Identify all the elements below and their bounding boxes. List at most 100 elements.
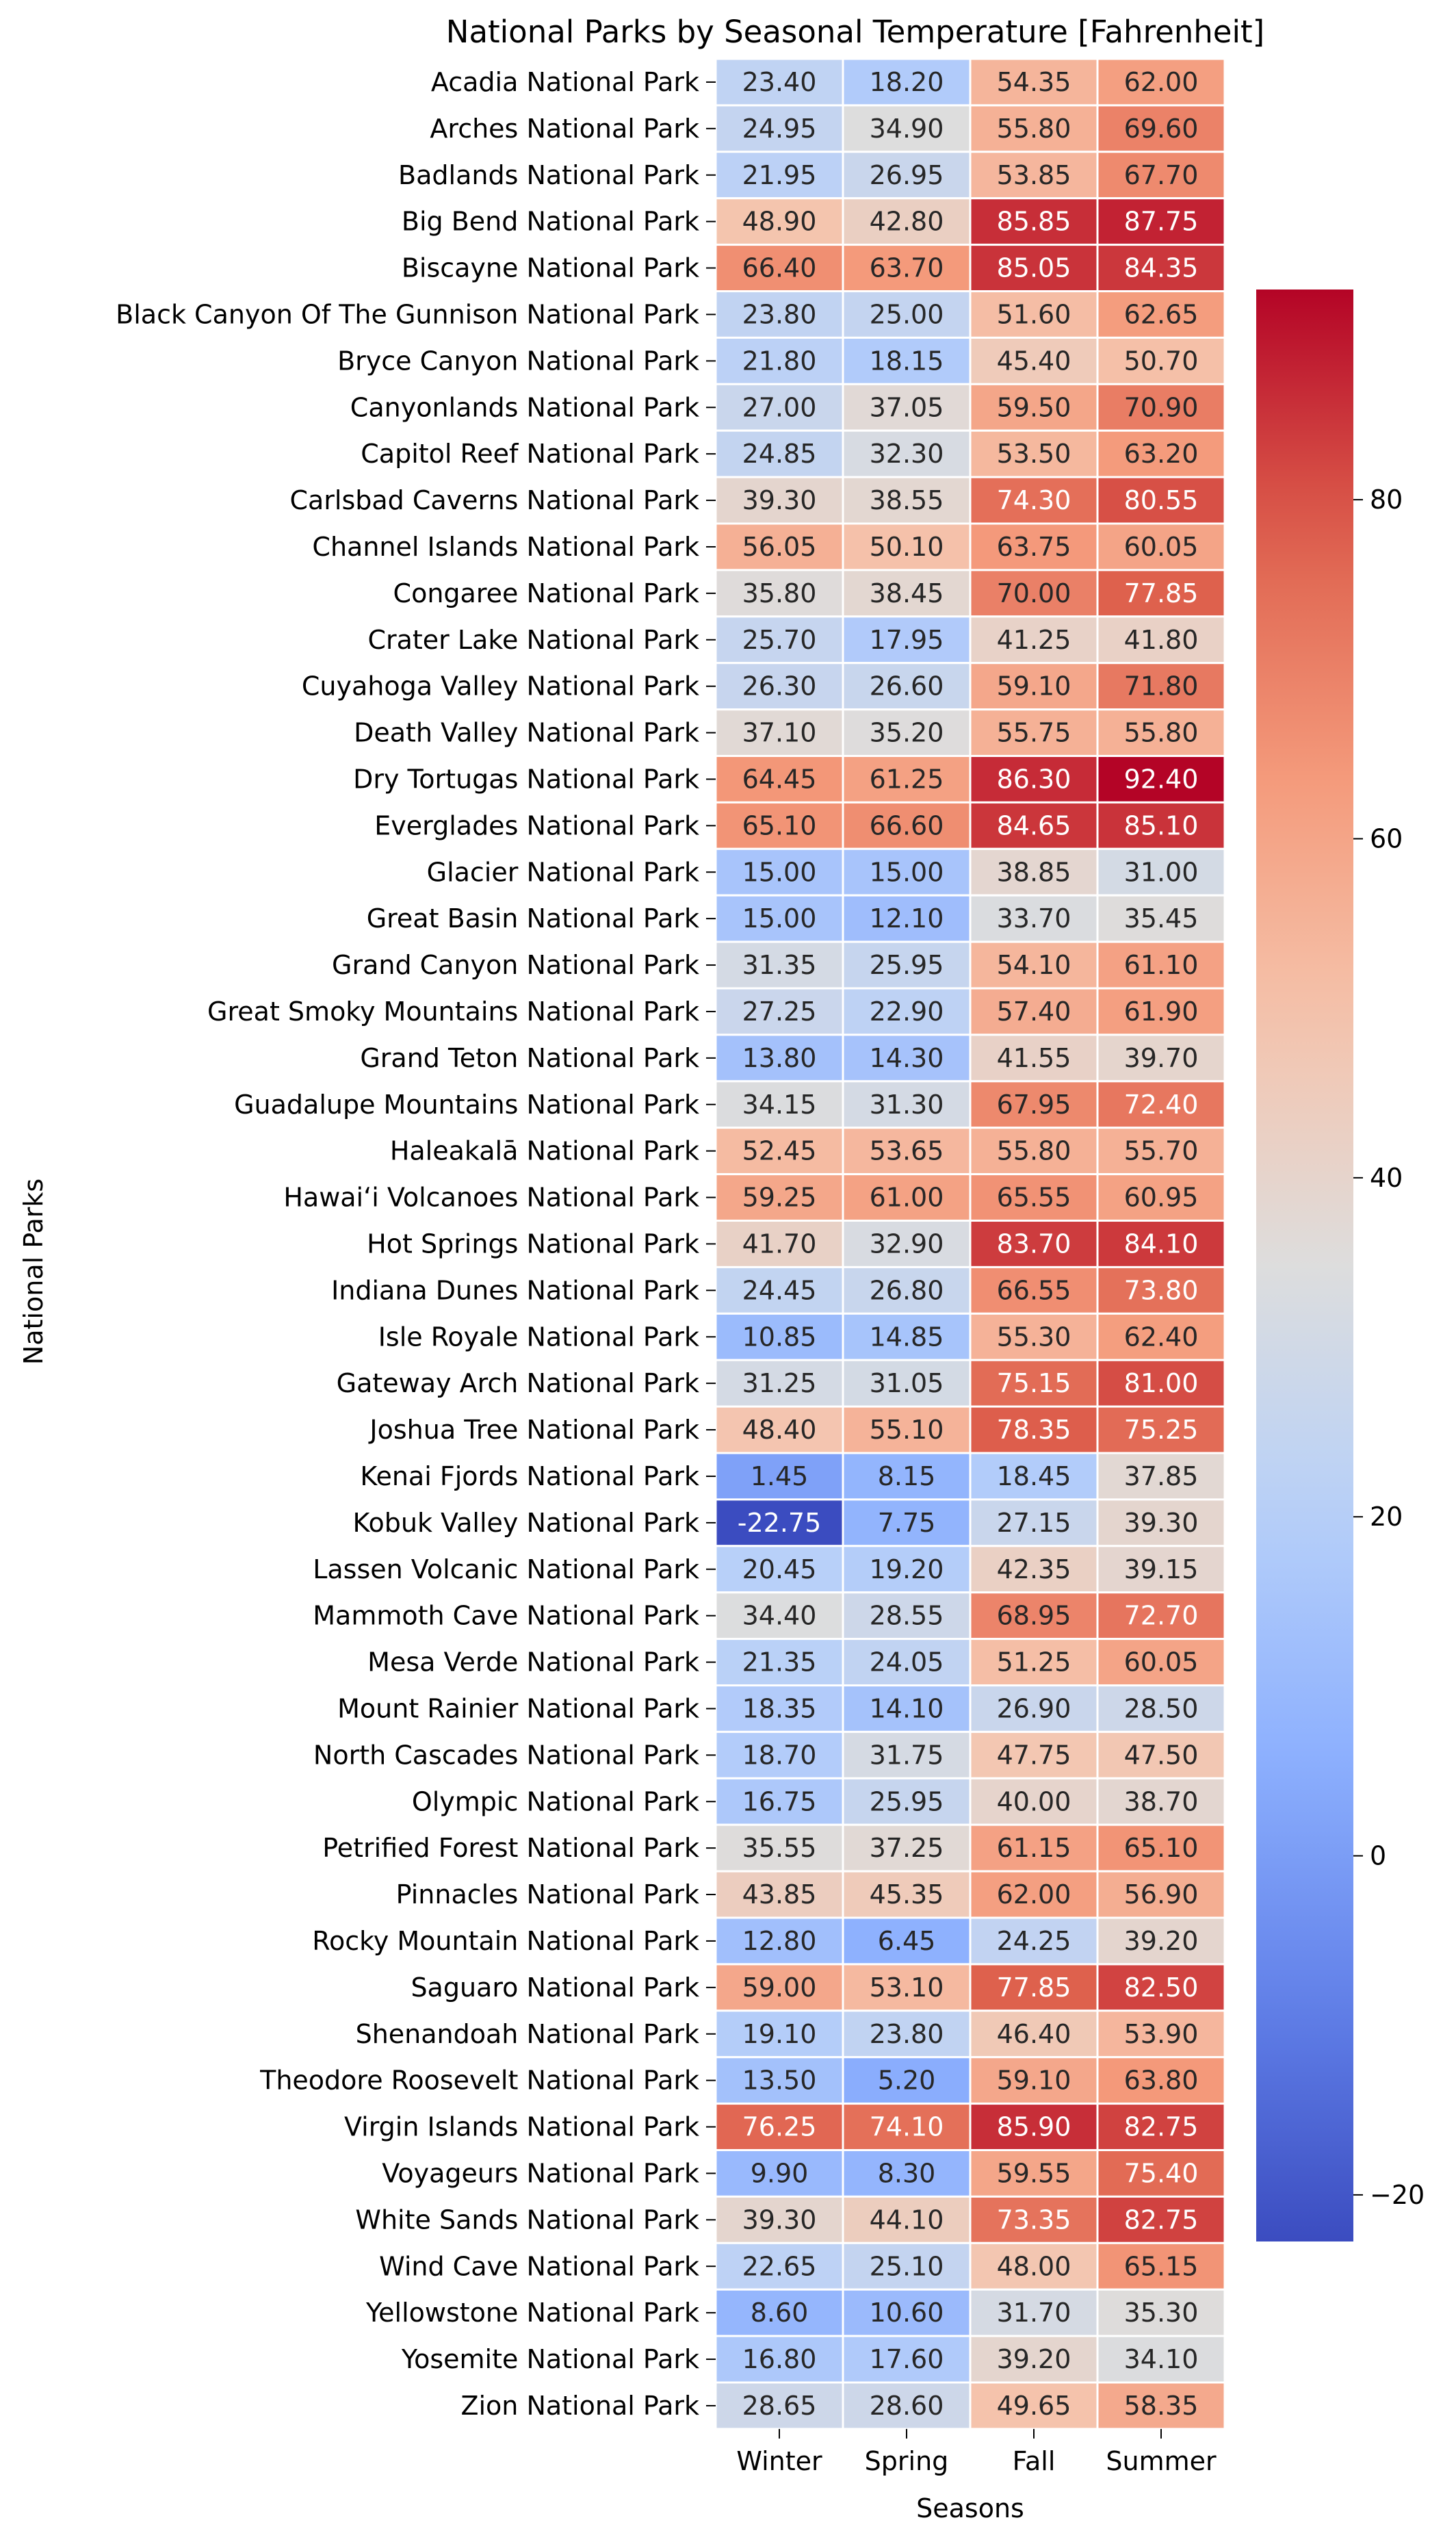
heatmap-cell [714, 755, 844, 804]
cell-value-label: 60.05 [1124, 532, 1199, 562]
heatmap-cell [714, 476, 844, 525]
heatmap-cell [969, 1080, 1099, 1129]
heatmap-cell [1096, 1127, 1226, 1176]
row-label: Everglades National Park [374, 810, 699, 840]
colorbar: −20 0 20 40 60 80 [1256, 290, 1425, 2241]
colorbar-gradient [1256, 290, 1353, 2241]
heatmap-cell [1096, 57, 1226, 107]
cell-value-label: 81.00 [1124, 1368, 1199, 1398]
heatmap-cell [1096, 1684, 1226, 1733]
heatmap-cell [1096, 1405, 1226, 1454]
cell-value-label: 24.05 [870, 1647, 944, 1678]
cell-value-label: 70.00 [997, 578, 1071, 608]
heatmap-cell [1096, 1823, 1226, 1873]
cell-value-label: 55.80 [1124, 718, 1199, 748]
heatmap-cell [969, 1452, 1099, 1501]
cell-value-label: 34.90 [870, 114, 944, 144]
cell-value-label: 84.35 [1124, 253, 1199, 283]
cell-value-label: 16.75 [742, 1786, 817, 1816]
row-label: Channel Islands National Park [312, 532, 699, 562]
row-label: Mesa Verde National Park [367, 1647, 699, 1678]
cell-value-label: 62.00 [1124, 67, 1199, 97]
cell-value-label: 40.00 [997, 1786, 1071, 1816]
heatmap-cell [1096, 2056, 1226, 2105]
heatmap-cell [714, 1777, 844, 1826]
cell-value-label: 53.90 [1124, 2019, 1199, 2049]
cell-value-label: 47.50 [1124, 1740, 1199, 1770]
colorbar-tick-label: 80 [1370, 485, 1403, 515]
cell-value-label: 27.25 [742, 997, 817, 1027]
cell-value-label: 35.80 [742, 578, 817, 608]
cell-value-label: 63.70 [870, 253, 944, 283]
cell-value-label: 39.30 [742, 485, 817, 515]
cell-value-label: 26.80 [870, 1275, 944, 1305]
cell-value-label: 31.75 [870, 1740, 944, 1770]
cell-value-label: 44.10 [870, 2205, 944, 2235]
cell-value-label: 75.25 [1124, 1415, 1199, 1445]
cell-value-label: 65.15 [1124, 2251, 1199, 2281]
heatmap-cell [842, 1916, 972, 1966]
heatmap-cell [969, 2103, 1099, 2152]
heatmap-cell [969, 1498, 1099, 1547]
heatmap-cell [714, 569, 844, 618]
heatmap-cell [842, 1498, 972, 1547]
cell-value-label: 50.70 [1124, 346, 1199, 376]
cell-value-label: 21.35 [742, 1647, 817, 1678]
column-label: Spring [865, 2446, 949, 2476]
cell-value-label: 34.15 [742, 1090, 817, 1120]
heatmap-cell [969, 1684, 1099, 1733]
row-label: Pinnacles National Park [396, 1879, 699, 1910]
heatmap-cell [969, 708, 1099, 757]
row-label: Haleakalā National Park [390, 1136, 699, 1166]
cell-value-label: 84.65 [997, 810, 1071, 840]
cell-value-label: 37.85 [1124, 1461, 1199, 1491]
heatmap-cell [842, 2288, 972, 2337]
heatmap-cell [969, 1220, 1099, 1268]
cell-value-label: 32.90 [870, 1229, 944, 1259]
row-label: Virgin Islands National Park [344, 2112, 699, 2142]
cell-value-label: 9.90 [751, 2158, 809, 2188]
heatmap-cell [842, 1591, 972, 1641]
cell-value-label: 43.85 [742, 1879, 817, 1910]
heatmap-cell [842, 1777, 972, 1826]
cell-value-label: 31.70 [997, 2298, 1071, 2328]
heatmap-cell [969, 383, 1099, 432]
heatmap-cell [1096, 2103, 1226, 2152]
heatmap-cell [842, 987, 972, 1036]
heatmap-cell [842, 1452, 972, 1501]
cell-value-label: 22.90 [870, 997, 944, 1027]
cell-value-label: 45.40 [997, 346, 1071, 376]
cell-value-label: 31.35 [742, 950, 817, 980]
cell-value-label: 74.30 [997, 485, 1071, 515]
cell-value-label: 53.50 [997, 439, 1071, 469]
heatmap-cell [1096, 1963, 1226, 2012]
column-label: Summer [1106, 2446, 1217, 2476]
cell-value-label: 82.75 [1124, 2112, 1199, 2142]
cell-value-label: 67.95 [997, 1090, 1071, 1120]
cell-value-label: 8.30 [878, 2158, 936, 2188]
cell-value-label: 41.80 [1124, 625, 1199, 655]
heatmap-cell [714, 1730, 844, 1779]
cell-value-label: 63.75 [997, 532, 1071, 562]
row-label: Canyonlands National Park [350, 392, 699, 422]
heatmap-cell [714, 1916, 844, 1966]
cell-value-label: 54.35 [997, 67, 1071, 97]
row-label: Voyageurs National Park [382, 2158, 699, 2188]
cell-value-label: 69.60 [1124, 114, 1199, 144]
heatmap-cell [1096, 801, 1226, 850]
heatmap-cell [969, 2288, 1099, 2337]
row-label: Black Canyon Of The Gunnison National Pa… [116, 299, 699, 329]
heatmap-cell [1096, 1452, 1226, 1501]
cell-value-label: 26.95 [870, 160, 944, 190]
cell-value-label: 1.45 [751, 1461, 809, 1491]
heatmap-cell [969, 1823, 1099, 1873]
cell-value-label: 55.80 [997, 1136, 1071, 1166]
heatmap-cell [714, 2056, 844, 2105]
row-label: Guadalupe Mountains National Park [234, 1090, 699, 1120]
heatmap-cell [969, 1545, 1099, 1594]
row-label: Mammoth Cave National Park [313, 1601, 699, 1631]
heatmap-cell [969, 1405, 1099, 1454]
row-label: Olympic National Park [412, 1786, 699, 1816]
cell-value-label: 41.70 [742, 1229, 817, 1259]
